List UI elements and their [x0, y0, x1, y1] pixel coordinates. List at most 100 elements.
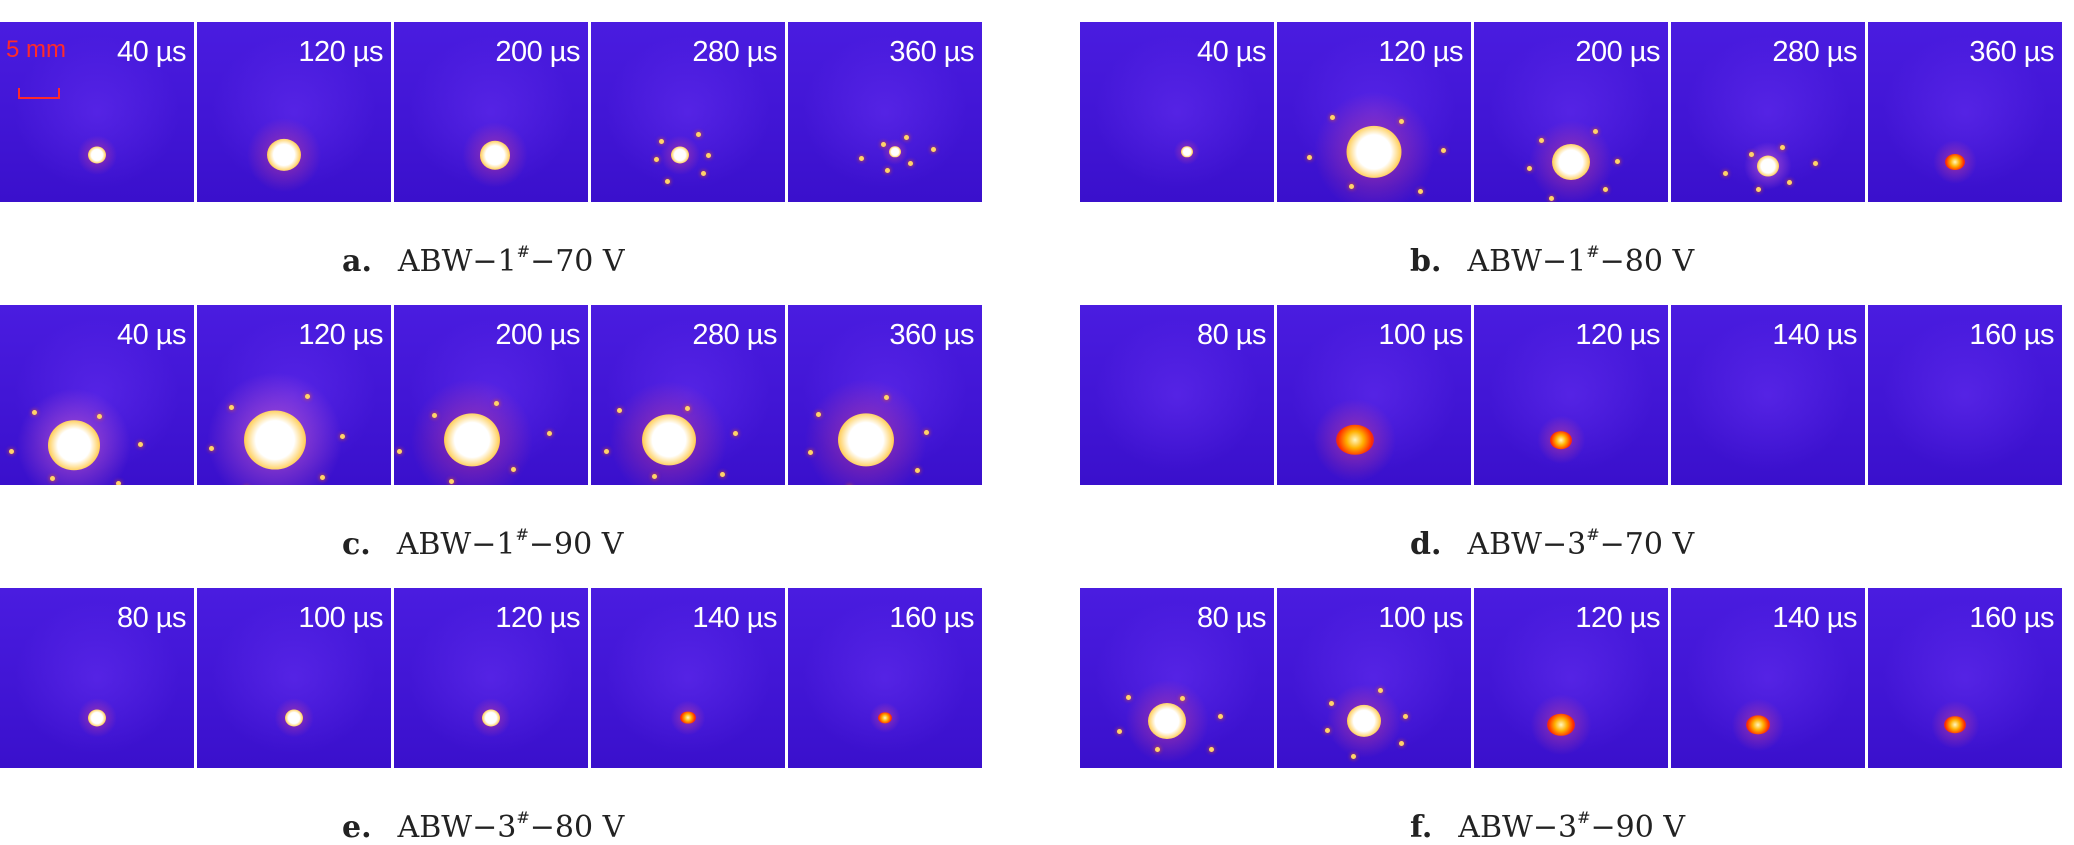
plasma-blob — [671, 146, 690, 164]
frame-time: 140 µs — [1772, 319, 1857, 351]
spark — [115, 481, 121, 485]
spark — [1548, 195, 1554, 201]
spark — [883, 395, 889, 401]
frame-time: 120 µs — [298, 319, 383, 351]
plasma-blob — [1746, 715, 1771, 735]
spark — [339, 434, 345, 440]
spark — [209, 445, 215, 451]
frame-time: 100 µs — [298, 602, 383, 634]
caption-prefix: ABW−1 — [396, 527, 516, 562]
caption-suffix: −70 V — [530, 244, 625, 279]
panel-caption: f. ABW−3#−90 V — [1410, 808, 1685, 845]
frame-time: 40 µs — [1196, 36, 1267, 68]
frame-time: 80 µs — [1196, 602, 1267, 634]
caption-sup: # — [516, 808, 530, 827]
frame-image: 160 µs — [1868, 588, 2062, 768]
spark — [706, 152, 712, 158]
spark — [1208, 747, 1214, 753]
panel-letter: b. — [1410, 244, 1442, 279]
spark — [1748, 152, 1754, 158]
plasma-blob — [88, 146, 106, 164]
frame-image: 160 µs — [788, 588, 982, 768]
panel-letter: a. — [342, 244, 372, 279]
caption-prefix: ABW−3 — [1467, 527, 1587, 562]
panel-caption: d. ABW−3#−70 V — [1410, 525, 1694, 562]
frame-image: 140 µs — [591, 588, 785, 768]
frame-image: 120 µs — [197, 22, 391, 202]
frame-time: 360 µs — [1969, 36, 2054, 68]
spark — [1538, 137, 1544, 143]
spark — [908, 161, 914, 167]
frame-strip: 5 mm 40 µs 120 µs 200 µs 280 µs 360 µs — [0, 22, 982, 202]
spark — [1441, 147, 1447, 153]
caption-suffix: −70 V — [1599, 527, 1695, 562]
plasma-blob — [641, 414, 696, 466]
frame-image: 360 µs — [788, 305, 982, 485]
spark — [733, 430, 739, 436]
spark — [685, 406, 691, 412]
spark — [494, 401, 500, 407]
spark — [659, 139, 665, 145]
caption-sup: # — [1586, 525, 1600, 544]
spark — [914, 468, 920, 474]
plasma-blob — [1347, 705, 1382, 738]
plasma-blob — [479, 140, 510, 170]
caption-suffix: −80 V — [529, 810, 625, 845]
caption-sup: # — [516, 242, 531, 261]
plasma-blob — [1550, 431, 1573, 449]
plasma-blob — [267, 139, 302, 172]
frame-image: 360 µs — [788, 22, 982, 202]
spark — [1179, 695, 1185, 701]
plasma-blob — [1944, 716, 1967, 734]
frame-image: 40 µs — [1080, 22, 1274, 202]
frame-time: 120 µs — [1575, 319, 1660, 351]
frame-time: 200 µs — [1575, 36, 1660, 68]
spark — [320, 474, 326, 480]
spark — [807, 450, 813, 456]
frame-image: 40 µs — [0, 305, 194, 485]
spark — [1603, 187, 1609, 193]
frame-time: 120 µs — [1378, 36, 1463, 68]
spark — [1125, 695, 1131, 700]
panel-caption: b. ABW−1#−80 V — [1410, 242, 1694, 279]
panel-caption: a. ABW−1#−70 V — [342, 242, 625, 279]
spark — [858, 155, 864, 161]
spark — [1527, 166, 1533, 172]
spark — [396, 448, 402, 454]
frame-time: 140 µs — [692, 602, 777, 634]
spark — [50, 476, 56, 482]
plasma-blob — [47, 420, 100, 471]
frame-strip: 80 µs 100 µs 120 µs 140 µs 160 µs — [1080, 305, 2062, 485]
plasma-blob — [1547, 713, 1576, 736]
spark — [1593, 128, 1599, 134]
spark — [904, 135, 910, 141]
frame-time: 160 µs — [889, 602, 974, 634]
frame-image: 120 µs — [1474, 588, 1668, 768]
spark — [1403, 714, 1409, 720]
frame-image: 120 µs — [394, 588, 588, 768]
spark — [1398, 119, 1404, 125]
plasma-blob — [1552, 144, 1590, 181]
plasma-blob — [88, 709, 106, 727]
plasma-blob — [837, 413, 894, 467]
frame-image: 360 µs — [1868, 22, 2062, 202]
caption-suffix: −90 V — [1590, 810, 1685, 845]
frame-time: 360 µs — [889, 36, 974, 68]
plasma-blob — [1945, 154, 1966, 171]
frame-time: 160 µs — [1969, 319, 2054, 351]
frame-time: 200 µs — [495, 319, 580, 351]
frame-image: 80 µs — [1080, 305, 1274, 485]
plasma-blob — [888, 145, 901, 158]
frame-time: 40 µs — [116, 319, 187, 351]
panel-letter: e. — [342, 810, 372, 845]
frame-image: 280 µs — [591, 22, 785, 202]
frame-image: 200 µs — [394, 22, 588, 202]
spark — [651, 473, 657, 479]
panel-caption: c. ABW−1#−90 V — [342, 525, 623, 562]
spark — [1306, 155, 1312, 161]
scale-bar — [18, 88, 60, 99]
frame-image: 280 µs — [1671, 22, 1865, 202]
spark — [1154, 746, 1160, 752]
spark — [1377, 688, 1383, 694]
frame-time: 360 µs — [889, 319, 974, 351]
